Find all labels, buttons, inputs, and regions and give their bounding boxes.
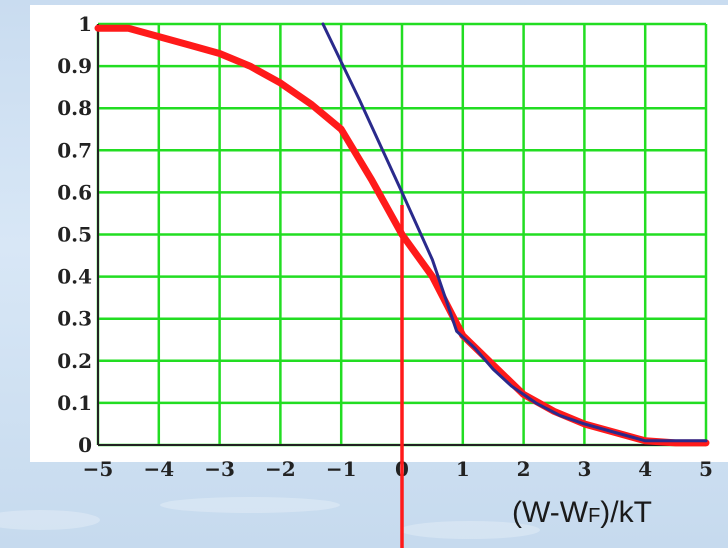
y-tick-label: 0.3 (57, 307, 92, 331)
x-axis-label-main: (W-W (512, 496, 589, 529)
x-tick-label: −1 (326, 457, 357, 481)
y-tick-label: 0.2 (57, 349, 92, 373)
y-tick-label: 0.9 (57, 54, 92, 78)
x-axis-label-subscript: F (588, 505, 601, 527)
x-tick-label: −4 (143, 457, 174, 481)
x-tick-label: −2 (265, 457, 296, 481)
x-tick-label: 1 (456, 457, 470, 481)
x-axis-label-tail: )/kT (600, 496, 652, 529)
y-tick-labels: 0 0.1 0.2 0.3 0.4 0.5 0.6 0.7 0.8 0.9 1 (57, 12, 92, 457)
grid (96, 22, 708, 447)
x-tick-label: 5 (699, 457, 713, 481)
x-tick-label: 2 (517, 457, 531, 481)
x-tick-label: −3 (204, 457, 235, 481)
y-tick-label: 0.4 (57, 265, 92, 289)
y-tick-label: 0.8 (57, 96, 92, 120)
y-tick-label: 0 (78, 433, 92, 457)
x-tick-label: 4 (638, 457, 652, 481)
y-tick-label: 0.1 (57, 391, 92, 415)
y-tick-label: 0.6 (57, 180, 92, 204)
x-tick-label: −5 (83, 457, 114, 481)
x-axis-label: (W-WF)/kT (512, 496, 652, 530)
series-line-blue (321, 22, 708, 443)
y-tick-label: 1 (78, 12, 92, 36)
y-tick-label: 0.7 (57, 138, 92, 162)
x-tick-label: 3 (577, 457, 591, 481)
x-tick-labels: −5−4−3−2−1012345 (83, 457, 713, 481)
y-tick-label: 0.5 (57, 223, 92, 247)
